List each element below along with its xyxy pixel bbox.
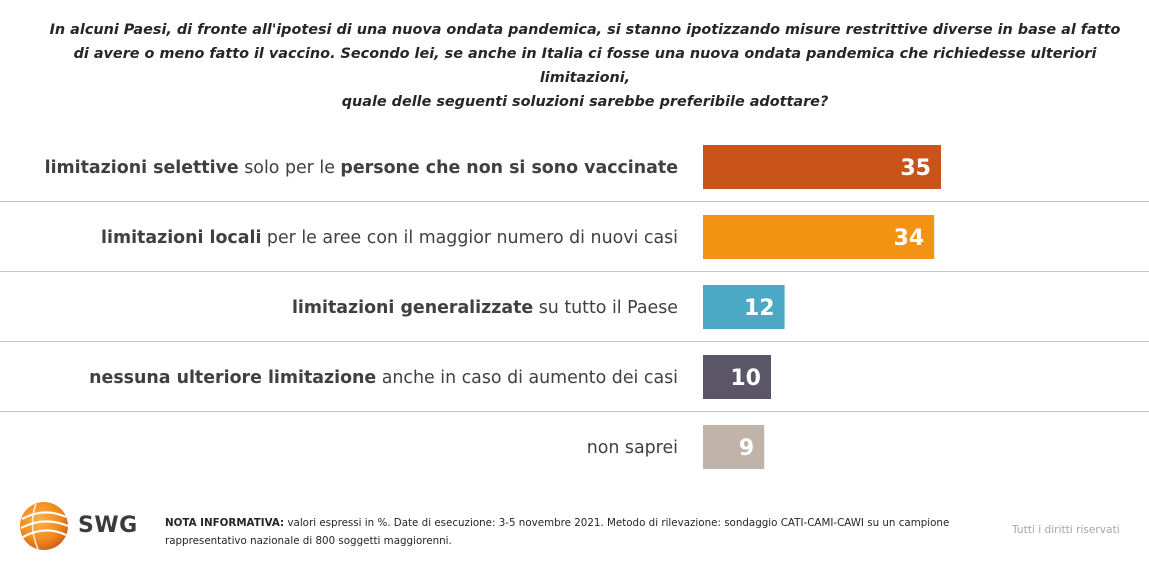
footnote: NOTA INFORMATIVA: valori espressi in %. … (165, 514, 955, 550)
logo-text: SWG (78, 513, 138, 538)
bar-chart: 35 limitazioni selettive solo per le pers… (0, 145, 1149, 469)
question-line-1: In alcuni Paesi, di fronte all'ipotesi d… (49, 22, 1121, 38)
swg-logo-icon (20, 502, 69, 550)
bar (703, 355, 771, 399)
data-label: 12 (744, 296, 775, 321)
question-line-2: di avere o meno fatto il vaccino. Second… (73, 46, 1097, 86)
data-label: 34 (894, 226, 925, 251)
data-label: 10 (730, 366, 761, 391)
category-label: limitazioni generalizzate su tutto il Pa… (292, 298, 678, 318)
bar (703, 145, 941, 189)
question-line-3: quale delle seguenti soluzioni sarebbe p… (341, 94, 829, 110)
category-label: non saprei (587, 438, 678, 458)
bar (703, 425, 765, 469)
rights-notice: Tutti i diritti riservati (1012, 524, 1120, 536)
bar (703, 215, 935, 259)
footnote-label: NOTA INFORMATIVA: (165, 517, 285, 529)
category-label: limitazioni locali per le aree con il ma… (101, 228, 678, 248)
chart-question: In alcuni Paesi, di fronte all'ipotesi d… (40, 18, 1130, 114)
data-label: 35 (900, 156, 931, 181)
bar (703, 285, 785, 329)
category-label: nessuna ulteriore limitazione anche in c… (89, 368, 678, 388)
data-label: 9 (739, 436, 754, 461)
footnote-text: valori espressi in %. Date di esecuzione… (165, 517, 950, 547)
category-label: limitazioni selettive solo per le person… (45, 158, 678, 178)
